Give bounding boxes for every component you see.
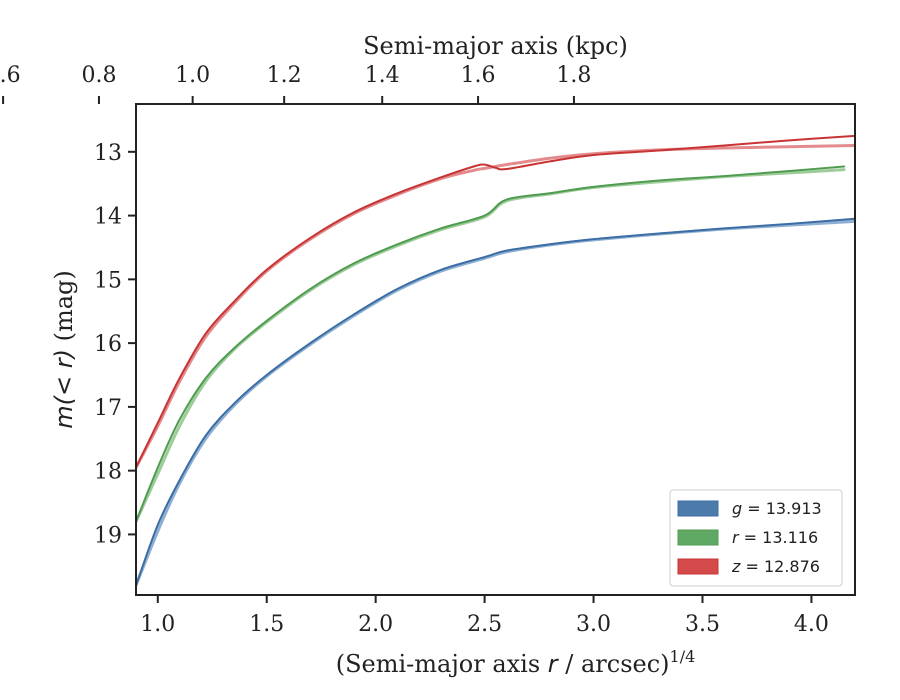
series-g-line [136, 217, 855, 587]
x-axis-title-var: r [548, 650, 560, 678]
x-tick-label: 3.0 [576, 612, 611, 637]
y-axis-title-expr: m(< r) [50, 349, 78, 429]
x-tick-label: 3.5 [685, 612, 720, 637]
legend-label-r: r = 13.116 [732, 528, 818, 547]
bottom-ticks: 1.0 1.5 2.0 2.5 3.0 3.5 4.0 [140, 595, 829, 637]
top-tick-label: 1.6 [461, 63, 496, 88]
x-tick-label: 4.0 [794, 612, 829, 637]
x-axis-title-sup: 1/4 [670, 647, 696, 666]
y-axis-title: m(< r) (mag) [50, 270, 78, 429]
plot-area [136, 134, 855, 587]
legend-total-r: = 13.116 [739, 528, 819, 547]
y-tick-label: 14 [94, 205, 122, 230]
x-tick-label: 2.0 [358, 612, 393, 637]
x-axis-title-post: / arcsec) [558, 650, 670, 678]
top-tick-label: 0.6 [0, 63, 21, 88]
x-axis-title-pre: (Semi-major axis [336, 650, 548, 678]
y-tick-label: 13 [94, 141, 122, 166]
y-tick-label: 16 [94, 332, 122, 357]
y-axis-title-unit: (mag) [50, 270, 78, 349]
legend-label-g: g = 13.913 [732, 499, 822, 518]
y-tick-label: 17 [94, 396, 122, 421]
top-ticks: 0.6 0.8 1.0 1.2 1.4 1.6 1.8 [0, 63, 591, 104]
x-tick-label: 1.0 [140, 612, 175, 637]
legend-swatch-z [677, 558, 719, 575]
series-r-model-line [136, 168, 846, 524]
series-r-line [136, 165, 846, 523]
axes-frame [135, 103, 856, 596]
legend-total-z: = 12.876 [740, 557, 820, 576]
legend-total-g: = 13.913 [742, 499, 822, 518]
y-tick-label: 18 [94, 460, 122, 485]
legend-swatch-g [677, 500, 719, 517]
top-tick-label: 1.0 [175, 63, 210, 88]
x-tick-label: 1.5 [249, 612, 284, 637]
legend-band-r: r [732, 528, 740, 547]
top-axis-title: Semi-major axis (kpc) [363, 32, 628, 60]
x-axis-title: (Semi-major axis r / arcsec)1/4 [336, 647, 696, 678]
top-tick-label: 0.8 [81, 63, 116, 88]
x-tick-label: 2.5 [467, 612, 502, 637]
left-ticks: 13 14 15 16 17 18 19 [94, 141, 136, 548]
legend-band-z: z [731, 557, 741, 576]
top-tick-label: 1.8 [556, 63, 591, 88]
legend-band-g: g [732, 499, 742, 518]
series-z-line [136, 134, 855, 469]
y-tick-label: 19 [94, 523, 122, 548]
top-tick-label: 1.2 [267, 63, 302, 88]
legend-label-z: z = 12.876 [731, 557, 820, 576]
top-tick-label: 1.4 [365, 63, 400, 88]
legend-swatch-r [677, 529, 719, 546]
y-tick-label: 15 [94, 268, 122, 293]
